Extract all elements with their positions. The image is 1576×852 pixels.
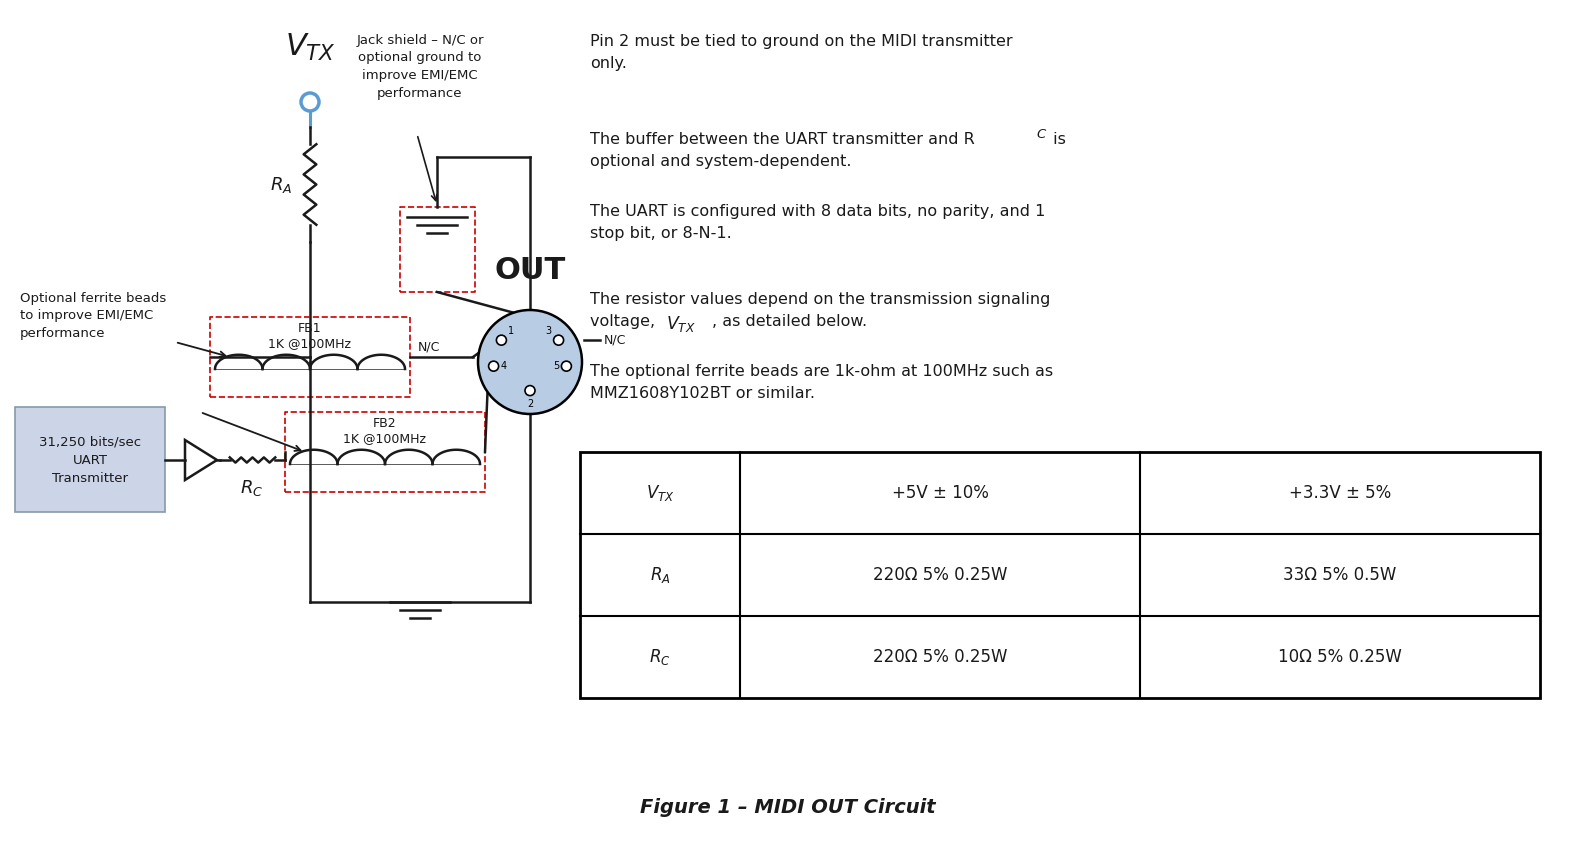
Circle shape xyxy=(553,335,564,345)
Text: $V_{TX}$: $V_{TX}$ xyxy=(285,32,336,63)
Text: N/C: N/C xyxy=(604,334,626,347)
Text: voltage,: voltage, xyxy=(589,314,660,329)
Circle shape xyxy=(561,361,572,371)
Text: $V_{TX}$: $V_{TX}$ xyxy=(646,483,675,503)
Text: The optional ferrite beads are 1k-ohm at 100MHz such as
MMZ1608Y102BT or similar: The optional ferrite beads are 1k-ohm at… xyxy=(589,364,1053,400)
Text: N/C: N/C xyxy=(418,340,440,353)
Circle shape xyxy=(525,386,534,395)
Text: 2: 2 xyxy=(526,399,533,409)
Text: 5: 5 xyxy=(553,361,559,371)
Text: 3: 3 xyxy=(545,326,552,337)
Text: 220Ω 5% 0.25W: 220Ω 5% 0.25W xyxy=(873,566,1007,584)
Text: $R_C$: $R_C$ xyxy=(649,647,671,667)
Text: 10Ω 5% 0.25W: 10Ω 5% 0.25W xyxy=(1278,648,1403,666)
Bar xyxy=(210,317,410,397)
Bar xyxy=(285,412,485,492)
Text: 220Ω 5% 0.25W: 220Ω 5% 0.25W xyxy=(873,648,1007,666)
Text: $V_{TX}$: $V_{TX}$ xyxy=(667,314,697,334)
Text: 33Ω 5% 0.5W: 33Ω 5% 0.5W xyxy=(1283,566,1396,584)
Text: C: C xyxy=(1035,128,1045,141)
Text: FB2
1K @100MHz: FB2 1K @100MHz xyxy=(344,417,427,445)
Text: The buffer between the UART transmitter and R: The buffer between the UART transmitter … xyxy=(589,132,974,147)
Circle shape xyxy=(489,361,498,371)
Text: $R_C$: $R_C$ xyxy=(241,478,263,498)
Bar xyxy=(580,452,1540,698)
Text: is: is xyxy=(1048,132,1065,147)
Circle shape xyxy=(478,310,582,414)
Text: Optional ferrite beads
to improve EMI/EMC
performance: Optional ferrite beads to improve EMI/EM… xyxy=(20,292,165,340)
Text: 4: 4 xyxy=(501,361,507,371)
Text: , as detailed below.: , as detailed below. xyxy=(712,314,867,329)
Text: $R_A$: $R_A$ xyxy=(649,565,670,585)
Text: 31,250 bits/sec
UART
Transmitter: 31,250 bits/sec UART Transmitter xyxy=(39,435,142,485)
Circle shape xyxy=(496,335,506,345)
Bar xyxy=(400,207,474,292)
Text: The UART is configured with 8 data bits, no parity, and 1
stop bit, or 8-N-1.: The UART is configured with 8 data bits,… xyxy=(589,204,1045,240)
Text: OUT: OUT xyxy=(495,256,566,285)
Text: 1: 1 xyxy=(509,326,514,337)
Text: +3.3V ± 5%: +3.3V ± 5% xyxy=(1289,484,1392,502)
Text: Figure 1 – MIDI OUT Circuit: Figure 1 – MIDI OUT Circuit xyxy=(640,798,936,817)
Text: Pin 2 must be tied to ground on the MIDI transmitter
only.: Pin 2 must be tied to ground on the MIDI… xyxy=(589,34,1013,71)
Text: optional and system-dependent.: optional and system-dependent. xyxy=(589,154,851,169)
Text: Jack shield – N/C or
optional ground to
improve EMI/EMC
performance: Jack shield – N/C or optional ground to … xyxy=(356,34,484,100)
Text: $R_A$: $R_A$ xyxy=(269,175,292,195)
Text: +5V ± 10%: +5V ± 10% xyxy=(892,484,988,502)
FancyBboxPatch shape xyxy=(16,407,165,512)
Text: FB1
1K @100MHz: FB1 1K @100MHz xyxy=(268,322,351,350)
Text: The resistor values depend on the transmission signaling: The resistor values depend on the transm… xyxy=(589,292,1050,307)
